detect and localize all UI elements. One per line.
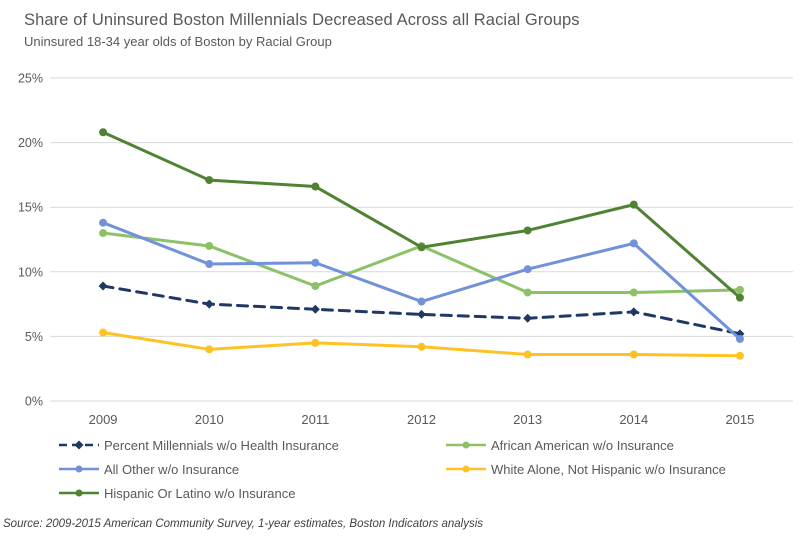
y-axis-tick-label: 20% [18,136,43,150]
percent-millennials-legend-marker-icon [59,440,99,450]
source-note: Source: 2009-2015 American Community Sur… [3,518,484,530]
legend-label: All Other w/o Insurance [104,461,240,477]
y-axis-tick-label: 5% [25,330,43,344]
legend-item-all-other: All Other w/o Insurance [58,460,445,478]
legend-item-hispanic-latino: Hispanic Or Latino w/o Insurance [58,484,445,502]
all-other-legend-marker-icon [59,465,99,473]
data-point-african-american [311,282,320,291]
series-line-african-american [101,231,742,294]
legend-label: Hispanic Or Latino w/o Insurance [104,485,296,501]
white-alone-legend-marker-icon [446,465,486,473]
data-point-white-alone [205,345,214,354]
data-point-percent-millennials [98,281,108,291]
x-axis-tick-label: 2015 [725,412,754,427]
data-point-percent-millennials [310,304,320,314]
data-point-all-other [417,297,426,306]
series-line-hispanic-latino [101,130,742,300]
data-point-percent-millennials [629,307,639,317]
data-point-all-other [99,218,108,227]
data-point-hispanic-latino [417,243,426,252]
data-point-percent-millennials [417,309,426,319]
data-point-all-other [311,258,320,267]
data-point-hispanic-latino [629,200,638,209]
data-point-hispanic-latino [205,176,214,185]
y-axis-tick-label: 10% [18,265,43,279]
data-point-african-american [205,241,214,250]
series-line-all-other [101,221,742,341]
data-point-white-alone [523,350,532,359]
data-point-hispanic-latino [311,182,320,191]
data-point-all-other [523,265,532,274]
data-point-hispanic-latino [99,128,108,137]
data-point-white-alone [417,342,426,351]
data-point-african-american [629,288,638,297]
legend-label: White Alone, Not Hispanic w/o Insurance [491,461,726,477]
x-axis-tick-label: 2012 [407,412,436,427]
african-american-legend-marker-icon [446,441,486,449]
x-axis-tick-label: 2013 [513,412,542,427]
y-axis-tick-label: 25% [18,72,43,86]
data-point-african-american [735,285,744,294]
data-point-african-american [523,288,532,297]
x-axis-tick-label: 2010 [195,412,224,427]
legend-item-percent-millennials: Percent Millennials w/o Health Insurance [58,436,445,454]
y-axis-tick-label: 0% [25,395,43,409]
chart-title: Share of Uninsured Boston Millennials De… [24,11,580,29]
legend-item-white-alone: White Alone, Not Hispanic w/o Insurance [445,460,726,478]
chart-subtitle: Uninsured 18-34 year olds of Boston by R… [24,34,332,49]
data-point-hispanic-latino [523,226,532,235]
y-axis-tick-label: 15% [18,201,43,215]
data-point-percent-millennials [204,299,214,309]
data-point-all-other [205,260,214,269]
legend-label: Percent Millennials w/o Health Insurance [104,437,339,453]
data-point-all-other [735,334,744,343]
x-axis-tick-label: 2011 [301,412,329,427]
legend-item-african-american: African American w/o Insurance [445,436,726,454]
data-point-white-alone [735,351,744,360]
data-point-all-other [629,239,638,248]
data-point-hispanic-latino [735,293,744,302]
data-point-white-alone [99,328,108,337]
legend-label: African American w/o Insurance [491,437,674,453]
x-axis-tick-label: 2014 [619,412,648,427]
chart-legend: Percent Millennials w/o Health Insurance… [58,436,726,502]
data-point-percent-millennials [523,313,533,323]
data-point-white-alone [311,338,320,347]
data-point-african-american [99,229,108,238]
data-point-white-alone [629,350,638,359]
x-axis-tick-label: 2009 [89,412,118,427]
hispanic-latino-legend-marker-icon [59,489,99,497]
